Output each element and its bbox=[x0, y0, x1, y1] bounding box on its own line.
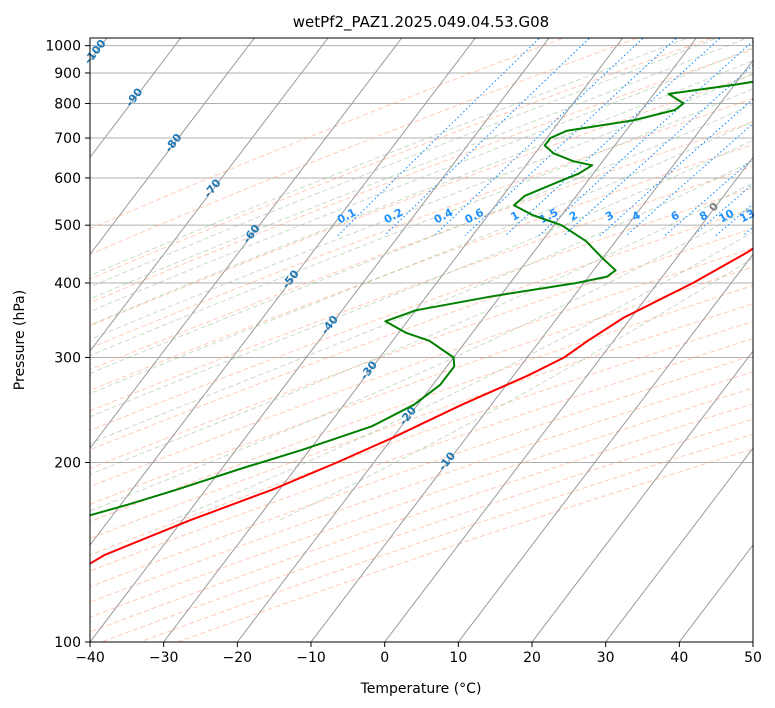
y-tick-label: 700 bbox=[54, 131, 81, 147]
x-tick-label: 50 bbox=[744, 650, 762, 666]
isotherm-line bbox=[90, 38, 329, 353]
dry-adiabat bbox=[90, 337, 753, 572]
x-tick-label: −40 bbox=[75, 650, 105, 666]
dry-adiabat bbox=[177, 448, 753, 642]
dry-adiabat bbox=[90, 98, 753, 349]
y-tick-label: 300 bbox=[54, 350, 81, 366]
moist-adiabat bbox=[90, 120, 753, 395]
y-axis-label: Pressure (hPa) bbox=[12, 290, 28, 390]
x-tick-label: 0 bbox=[380, 650, 389, 666]
isotherm-line bbox=[163, 38, 624, 642]
mixing-ratio-label: 10 bbox=[717, 207, 737, 226]
mixing-ratio-line bbox=[692, 183, 753, 237]
y-tick-label: 600 bbox=[54, 171, 81, 187]
dry-adiabat bbox=[90, 303, 753, 539]
moist-adiabat bbox=[90, 205, 753, 512]
x-axis-label: Temperature (°C) bbox=[360, 681, 482, 697]
y-tick-label: 800 bbox=[54, 96, 81, 112]
moist-adiabat bbox=[90, 159, 753, 444]
isotherm-line bbox=[90, 38, 550, 642]
moist-adiabat bbox=[90, 103, 753, 374]
isotherm-line bbox=[90, 38, 476, 546]
moist-adiabat bbox=[90, 38, 748, 300]
mixing-ratio-line bbox=[599, 98, 753, 237]
plot-background bbox=[90, 38, 753, 642]
x-tick-label: −20 bbox=[223, 650, 253, 666]
y-tick-label: 400 bbox=[54, 276, 81, 292]
x-tick-label: −30 bbox=[149, 650, 179, 666]
moist-adiabat bbox=[278, 257, 753, 521]
plot-frame bbox=[89, 37, 754, 643]
x-axis-ticks: −40 −30 −20 −10 0 10 20 30 40 50 bbox=[75, 642, 762, 666]
y-tick-label: 900 bbox=[54, 66, 81, 82]
mixing-ratio-line bbox=[464, 38, 678, 237]
dewpoint-profile-line bbox=[90, 80, 753, 517]
y-tick-label: 200 bbox=[54, 455, 81, 471]
x-tick-label: 20 bbox=[523, 650, 541, 666]
isotherm-line bbox=[531, 350, 753, 642]
dry-adiabat bbox=[90, 143, 753, 392]
dry-adiabat bbox=[101, 418, 753, 642]
dry-adiabat bbox=[90, 38, 565, 230]
isotherm-line bbox=[90, 38, 182, 159]
moist-adiabat bbox=[90, 38, 719, 288]
x-tick-label: 30 bbox=[597, 650, 615, 666]
y-tick-label: 500 bbox=[54, 218, 81, 234]
dry-adiabat bbox=[90, 320, 753, 556]
y-tick-label: 1000 bbox=[45, 39, 81, 55]
background-grid bbox=[90, 38, 753, 642]
moist-adiabat bbox=[90, 47, 753, 313]
x-tick-label: 10 bbox=[449, 650, 467, 666]
isotherm-line bbox=[457, 253, 753, 642]
isotherm-line bbox=[90, 38, 255, 256]
dry-adiabat bbox=[90, 121, 753, 371]
temperature-profile-line bbox=[90, 247, 753, 565]
mixing-ratio-line bbox=[433, 38, 645, 237]
dry-adiabat bbox=[90, 387, 753, 618]
moist-adiabat bbox=[90, 139, 753, 418]
mixing-ratio-label: 13 bbox=[738, 207, 758, 226]
mixing-ratio-line bbox=[337, 38, 541, 237]
isotherm-line bbox=[384, 156, 753, 642]
dry-adiabat bbox=[90, 227, 753, 469]
isotherm-line bbox=[90, 38, 403, 449]
mixing-ratio-line bbox=[625, 122, 753, 237]
moist-adiabat bbox=[90, 38, 689, 277]
isotherm-line bbox=[605, 447, 753, 642]
y-axis-ticks: 100 200 300 400 500 600 700 800 900 1000 bbox=[45, 39, 90, 651]
moist-adiabat bbox=[90, 182, 753, 475]
x-tick-label: −10 bbox=[296, 650, 326, 666]
y-tick-label: 100 bbox=[54, 635, 81, 651]
isotherm-line bbox=[236, 38, 697, 642]
mixing-ratio-line bbox=[383, 38, 591, 237]
dry-adiabat bbox=[90, 403, 753, 633]
mixing-ratio-line bbox=[563, 64, 753, 237]
dry-adiabat bbox=[139, 433, 753, 642]
dry-adiabat bbox=[90, 187, 753, 432]
x-tick-label: 40 bbox=[670, 650, 688, 666]
chart-title: wetPf2_PAZ1.2025.049.04.53.G08 bbox=[293, 13, 549, 32]
isotherm-line bbox=[310, 59, 753, 642]
sounding-profiles bbox=[90, 80, 753, 565]
